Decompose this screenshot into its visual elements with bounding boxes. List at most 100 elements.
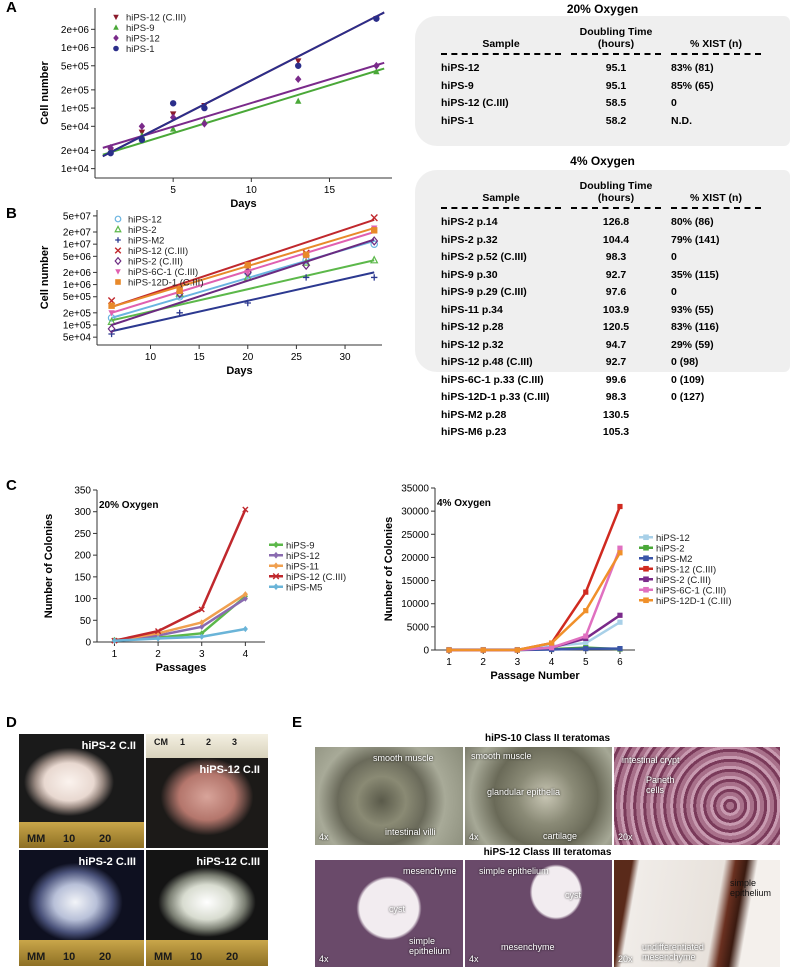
annotation: glandular epithelia	[487, 787, 561, 797]
y-tick-label: 350	[74, 486, 91, 497]
photo-label: hiPS-2 C.II	[81, 740, 136, 752]
marker	[480, 647, 486, 653]
table-cell: 93% (55)	[671, 303, 714, 316]
marker	[154, 628, 162, 635]
marker	[370, 214, 378, 222]
table-cell: 130.5	[602, 408, 630, 421]
legend-marker	[115, 269, 121, 275]
y-tick-label: 0	[423, 646, 429, 657]
table-title: 4% Oxygen	[570, 154, 635, 168]
histology-title: hiPS-10 Class II teratomas	[484, 733, 611, 744]
annotation: smooth muscle	[471, 751, 532, 761]
panel-label: E	[292, 714, 302, 731]
table-cell: hiPS-M2 p.28	[441, 408, 507, 421]
x-tick-label: 4	[549, 657, 555, 668]
marker	[617, 612, 623, 618]
table-cell: 58.2	[605, 114, 627, 127]
marker	[107, 144, 114, 152]
legend-label: hiPS-12 (C.III)	[656, 564, 716, 575]
marker	[199, 619, 205, 626]
y-tick-label: 250	[74, 529, 91, 540]
marker	[201, 104, 208, 112]
table-cell: 95.1	[605, 79, 627, 92]
x-tick-label: 2	[155, 649, 161, 660]
y-tick-label: 100	[74, 594, 91, 605]
table-cell: 92.7	[605, 356, 627, 368]
legend-label: hiPS-M5	[286, 582, 322, 593]
marker	[244, 269, 251, 276]
y-axis-label: Cell number	[39, 245, 51, 309]
legend-marker	[273, 583, 279, 591]
table-cell: 35% (115)	[671, 268, 719, 281]
magnification: 4x	[319, 954, 329, 964]
marker	[583, 608, 589, 614]
marker	[302, 251, 310, 258]
legend-marker	[115, 279, 121, 285]
x-tick-label: 5	[583, 657, 589, 668]
ruler-label: 20	[99, 951, 112, 963]
ruler: MM 10 20	[19, 822, 144, 848]
histology-image: smooth muscle glandular epithelia cartilag…	[465, 747, 612, 845]
table-header: Sample	[441, 180, 561, 209]
photo-label: hiPS-12 C.III	[196, 856, 260, 868]
table-cell: 0	[671, 286, 677, 298]
legend-marker	[114, 256, 122, 266]
legend-marker	[643, 565, 649, 572]
table-cell: hiPS-M6 p.23	[441, 426, 507, 438]
x-tick-label: 30	[339, 352, 351, 363]
y-tick-label: 150	[74, 572, 91, 583]
series-line	[449, 614, 621, 652]
legend-label: hiPS-6C-1 (C.III)	[656, 585, 726, 596]
table: Sample Doubling Time (hours) % XIST (n) hiP…	[415, 16, 790, 146]
legend-label: hiPS-12	[128, 215, 162, 226]
histology-title: hiPS-12 Class III teratomas	[483, 847, 612, 858]
marker	[169, 113, 177, 122]
annotation: smooth muscle	[373, 753, 434, 763]
y-tick-label: 15000	[401, 576, 429, 587]
y-tick-label: 5e+05	[63, 292, 92, 303]
table-header: % XIST (n)	[671, 26, 761, 55]
table-cell: 83% (81)	[671, 62, 714, 74]
x-tick-label: 15	[324, 185, 336, 196]
photo-label: hiPS-2 C.III	[78, 856, 136, 868]
table-cell: 0 (98)	[671, 356, 699, 368]
histology-image: intestinal crypt Paneth cells 20x	[614, 747, 780, 845]
legend-label: hiPS-12	[656, 533, 690, 544]
legend-label: hiPS-2 (C.III)	[656, 575, 711, 586]
marker	[242, 506, 249, 513]
marker	[295, 97, 302, 104]
series-line	[449, 547, 622, 652]
histology-image: simple epithelium cyst mesenchyme 4x	[465, 860, 612, 967]
table-cell: 0	[671, 251, 677, 263]
ruler-label: 1	[180, 737, 186, 747]
y-tick-label: 30000	[401, 507, 429, 518]
y-tick-label: 5000	[407, 622, 430, 633]
legend-label: hiPS-M2	[128, 236, 164, 247]
series-line	[114, 627, 246, 642]
marker	[583, 589, 589, 595]
marker	[169, 125, 177, 132]
magnification: 4x	[319, 832, 329, 842]
y-tick-label: 0	[85, 638, 91, 649]
legend-label: hiPS-9	[286, 540, 315, 551]
y-tick-label: 25000	[401, 530, 429, 541]
x-tick-label: 10	[246, 185, 258, 196]
table-grid: Sample Doubling Time (hours) % XIST (n) hiP…	[441, 26, 790, 130]
marker	[107, 324, 116, 334]
ruler-label: 10	[63, 833, 76, 845]
marker	[548, 640, 555, 646]
legend-label: hiPS-11	[286, 561, 319, 572]
ruler-label: MM	[27, 951, 46, 963]
ruler: CM 1 2 3	[146, 734, 268, 758]
x-axis-label: Passages	[156, 662, 207, 674]
table-cell: 92.7	[605, 268, 627, 281]
table-cell: hiPS-9 p.29 (C.III)	[441, 286, 527, 298]
marker	[617, 646, 623, 652]
y-tick-label: 2e+05	[61, 85, 90, 96]
ruler-label: MM	[27, 833, 46, 845]
histology-image: mesenchyme cyst simple epithelium 4x	[315, 860, 463, 967]
annotation: Paneth cells	[646, 775, 675, 795]
y-tick-label: 2e+05	[63, 308, 92, 319]
table-cell: 126.8	[602, 216, 630, 228]
